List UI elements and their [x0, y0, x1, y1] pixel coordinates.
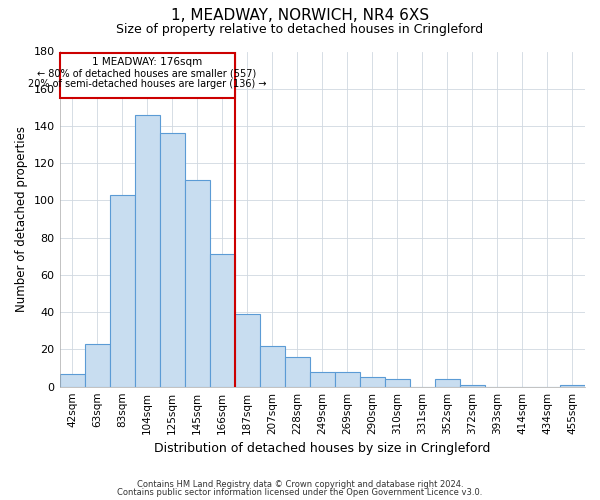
Bar	[110, 195, 134, 386]
Bar	[460, 385, 485, 386]
Bar	[385, 379, 410, 386]
FancyBboxPatch shape	[59, 54, 235, 98]
Bar	[560, 385, 585, 386]
Text: 1 MEADWAY: 176sqm: 1 MEADWAY: 176sqm	[92, 57, 202, 67]
Bar	[235, 314, 260, 386]
Bar	[85, 344, 110, 387]
Bar	[360, 378, 385, 386]
Text: 20% of semi-detached houses are larger (136) →: 20% of semi-detached houses are larger (…	[28, 80, 266, 90]
Bar	[160, 134, 185, 386]
Text: Contains HM Land Registry data © Crown copyright and database right 2024.: Contains HM Land Registry data © Crown c…	[137, 480, 463, 489]
Bar	[435, 379, 460, 386]
Text: Contains public sector information licensed under the Open Government Licence v3: Contains public sector information licen…	[118, 488, 482, 497]
Bar	[310, 372, 335, 386]
Bar	[285, 357, 310, 386]
Y-axis label: Number of detached properties: Number of detached properties	[15, 126, 28, 312]
Bar	[260, 346, 285, 387]
Bar	[59, 374, 85, 386]
X-axis label: Distribution of detached houses by size in Cringleford: Distribution of detached houses by size …	[154, 442, 490, 455]
Text: ← 80% of detached houses are smaller (557): ← 80% of detached houses are smaller (55…	[37, 68, 257, 78]
Bar	[134, 115, 160, 386]
Bar	[185, 180, 209, 386]
Bar	[335, 372, 360, 386]
Text: 1, MEADWAY, NORWICH, NR4 6XS: 1, MEADWAY, NORWICH, NR4 6XS	[171, 8, 429, 22]
Text: Size of property relative to detached houses in Cringleford: Size of property relative to detached ho…	[116, 22, 484, 36]
Bar	[209, 254, 235, 386]
